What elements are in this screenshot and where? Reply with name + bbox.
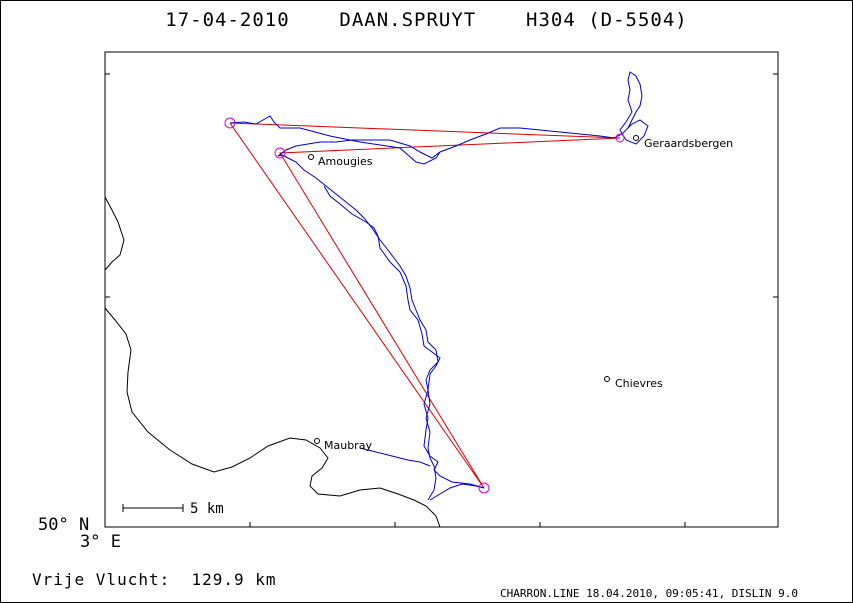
latitude-label: 50° N [38,515,90,535]
pilot-name: DAAN.SPRUYT [339,9,477,31]
place-label-maubray: Maubray [324,439,372,452]
place-label-chievres: Chievres [615,377,663,390]
flight-date: 17-04-2010 [165,9,290,31]
place-marker-amougies [308,154,314,160]
place-marker-maubray [314,438,320,444]
turnpoints [224,117,625,494]
distance-summary: Vrije Vlucht: 129.9 km [32,570,277,589]
place-label-geraardsbergen: Geraardsbergen [644,137,733,150]
place-markers: Geraardsbergen Amougies Chievres Maubray [308,135,733,452]
turnpoint-geraardsbergen [615,133,625,143]
turnpoint-amougies [274,147,286,159]
place-label-amougies: Amougies [318,155,373,168]
distance-value: 129.9 km [191,570,277,589]
glider-id: H304 (D-5504) [526,9,688,31]
flight-track [229,71,649,501]
scale-bar: 5 km [122,501,224,517]
scale-label: 5 km [190,501,224,517]
turnpoint-start [224,117,236,129]
axis-ticks [105,73,778,527]
distance-label: Vrije Vlucht: [32,570,171,589]
credit-line: CHARRON.LINE 18.04.2010, 09:05:41, DISLI… [500,587,799,600]
map-border [104,51,779,528]
place-marker-geraardsbergen [633,135,639,141]
task-lines [229,122,621,489]
flight-title: 17-04-2010 DAAN.SPRUYT H304 (D-5504) [0,9,853,31]
place-marker-chievres [604,376,610,382]
country-border [104,196,441,528]
longitude-label: 3° E [80,532,121,552]
turnpoint-south [478,482,490,494]
